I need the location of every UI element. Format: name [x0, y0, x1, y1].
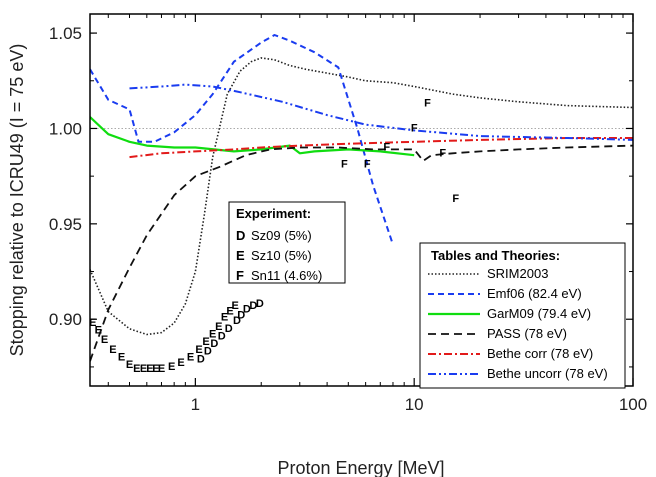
experiment-point-D: D — [233, 315, 241, 327]
series-line-5 — [129, 83, 633, 141]
experiment-point-D: D — [204, 346, 212, 358]
experiment-point-E: E — [221, 311, 228, 323]
y-tick-label: 1.00 — [49, 119, 82, 138]
y-axis-label: Stopping relative to ICRU49 (I = 75 eV) — [7, 44, 27, 357]
plot-frame — [89, 13, 634, 387]
experiment-legend-label: Sz10 (5%) — [251, 248, 312, 263]
experiment-legend-letter: F — [236, 268, 244, 283]
experiment-point-F: F — [424, 98, 431, 110]
experiment-point-E: E — [133, 363, 140, 375]
legend-item-label: Emf06 (82.4 eV) — [487, 286, 582, 301]
experiment-point-E: E — [187, 351, 194, 363]
experiment-point-E: E — [126, 359, 133, 371]
experiment-point-E: E — [89, 317, 96, 329]
experiment-point-E: E — [118, 351, 125, 363]
experiment-legend-letter: E — [236, 248, 245, 263]
legend-item-label: Bethe corr (78 eV) — [487, 346, 593, 361]
legend-box — [419, 242, 626, 389]
legend-item-label: SRIM2003 — [487, 266, 548, 281]
experiment-point-E: E — [226, 306, 233, 318]
experiment-point-D: D — [243, 304, 251, 316]
legend-item-label: Bethe uncorr (78 eV) — [487, 366, 608, 381]
x-tick-label: 10 — [405, 395, 424, 414]
experiment-legend-label: Sz09 (5%) — [251, 228, 312, 243]
experiment-point-E: E — [152, 363, 159, 375]
x-tick-label: 100 — [619, 395, 647, 414]
experiment-point-E: E — [209, 329, 216, 341]
experiment-legend-label: Sn11 (4.6%) — [251, 268, 322, 283]
series-line-2 — [90, 116, 415, 157]
x-tick-label: 1 — [191, 395, 200, 414]
experiment-point-E: E — [140, 363, 147, 375]
experiment-point-F: F — [383, 142, 390, 154]
experiment-point-D: D — [218, 330, 226, 342]
experiment-point-E: E — [109, 344, 116, 356]
series-line-0 — [90, 57, 633, 336]
experiment-point-E: E — [95, 325, 102, 337]
experiment-point-F: F — [341, 159, 348, 171]
experiment-point-D: D — [237, 309, 245, 321]
y-tick-label: 0.95 — [49, 215, 82, 234]
experiment-legend: Experiment: D Sz09 (5%) E Sz10 (5%) F Sn11 (4… — [228, 201, 346, 284]
series-line-3 — [90, 144, 633, 362]
experiment-point-F: F — [439, 147, 446, 159]
experiment-point-E: E — [146, 363, 153, 375]
series-line-4 — [129, 137, 633, 159]
experiment-point-D: D — [210, 338, 218, 350]
experiment-point-F: F — [411, 123, 418, 135]
experiment-point-F: F — [364, 159, 371, 171]
y-tick-label: 1.05 — [49, 24, 82, 43]
series-layer — [90, 34, 633, 362]
experiment-point-D: D — [249, 300, 257, 312]
experiment-point-E: E — [202, 336, 209, 348]
series-line-1 — [90, 34, 394, 246]
experiment-point-E: E — [215, 321, 222, 333]
legend: Tables and Theories: SRIM2003 Emf06 (82.4… — [419, 242, 626, 389]
experiment-point-D: D — [225, 323, 233, 335]
y-tick-label: 0.90 — [49, 310, 82, 329]
experiment-legend-title: Experiment: — [236, 206, 311, 221]
experiment-legend-box — [228, 201, 346, 284]
experiment-point-E: E — [195, 344, 202, 356]
axes: 0.90 0.95 1.00 1.05 1 10 100 — [49, 14, 647, 414]
experiment-point-D: D — [197, 353, 205, 365]
experiment-legend-letter: D — [236, 228, 245, 243]
experiment-point-E: E — [101, 334, 108, 346]
legend-title: Tables and Theories: — [431, 248, 560, 263]
experiment-point-E: E — [168, 361, 175, 373]
x-axis-label: Proton Energy [MeV] — [277, 458, 444, 477]
legend-item-label: GarM09 (79.4 eV) — [487, 306, 591, 321]
experiment-point-F: F — [452, 193, 459, 205]
experiment-point-E: E — [158, 363, 165, 375]
experiment-point-E: E — [232, 300, 239, 312]
experiment-point-E: E — [177, 357, 184, 369]
legend-item-label: PASS (78 eV) — [487, 326, 567, 341]
experiment-point-D: D — [256, 298, 264, 310]
